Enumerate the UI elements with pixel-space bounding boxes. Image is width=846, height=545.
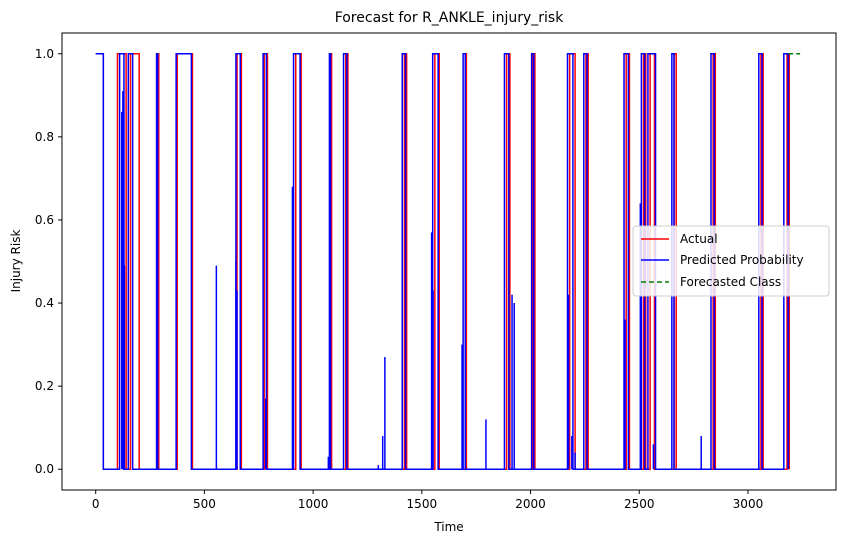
x-tick-label: 1500 (407, 497, 438, 511)
y-tick-label: 0.2 (35, 379, 54, 393)
x-tick-label: 2000 (515, 497, 546, 511)
plot-frame (61, 32, 837, 491)
y-tick-label: 1.0 (35, 47, 54, 61)
plot-area: 0 500 1000 1500 2000 2500 3000 0.0 0.2 0.4 0.6 0.8… (35, 32, 837, 511)
y-tick-label: 0.4 (35, 296, 54, 310)
x-tick-label: 3000 (733, 497, 764, 511)
y-tick-label: 0.6 (35, 213, 54, 227)
x-axis-title: Time (433, 520, 463, 534)
legend-label-actual: Actual (680, 232, 718, 246)
y-axis-ticks: 0.0 0.2 0.4 0.6 0.8 1.0 (35, 47, 62, 476)
x-tick-label: 2500 (624, 497, 655, 511)
legend-box (632, 225, 830, 297)
x-tick-label: 1000 (298, 497, 329, 511)
x-axis-ticks: 0 500 1000 1500 2000 2500 3000 (92, 490, 763, 511)
series-line-predicted (95, 53, 789, 470)
y-axis-title: Injury Risk (9, 230, 23, 293)
x-tick-label: 0 (92, 497, 100, 511)
series-lines (95, 53, 801, 470)
chart-title: Forecast for R_ANKLE_injury_risk (335, 10, 565, 26)
legend-label-forecast: Forecasted Class (680, 275, 781, 289)
x-tick-label: 500 (193, 497, 216, 511)
legend-label-predicted: Predicted Probability (680, 253, 804, 267)
legend: Actual Predicted Probability Forecasted … (632, 225, 830, 297)
y-tick-label: 0.0 (35, 462, 54, 476)
y-tick-label: 0.8 (35, 130, 54, 144)
